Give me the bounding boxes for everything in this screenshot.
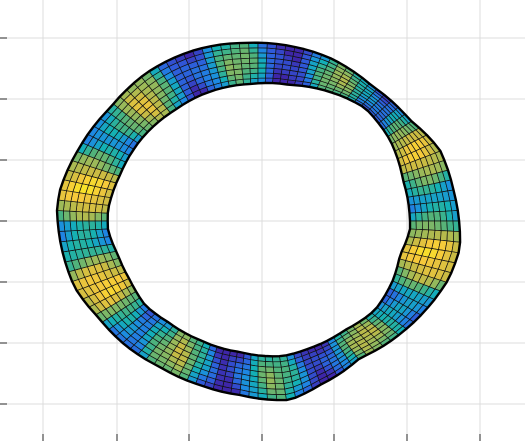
surface-cell [249,57,259,64]
ring-surface [56,42,461,401]
surface-cell [446,230,455,242]
surface-cell [266,382,277,390]
surface-cell [446,220,455,232]
surface-cell [257,67,267,74]
surface-cell [76,220,84,231]
surface-cell [440,230,448,242]
surface-cell [257,57,267,64]
surface-cell [249,62,259,69]
surface-cell [248,52,259,59]
surface-cell [82,211,90,222]
surface-cell [265,361,274,368]
surface-cell [274,377,285,385]
surface-cell [257,47,268,54]
surface-cell [265,371,275,379]
surface-cell [273,372,284,379]
surface-cell [440,220,448,232]
surface-cell [241,63,251,70]
surface-cell [82,220,90,231]
surface-cell [241,68,251,75]
surface-cell [266,388,277,395]
surface-cell [231,53,242,60]
surface-cell [240,57,251,65]
surface-cell [75,211,83,222]
surface-cell [421,220,430,231]
outer-edge [55,41,462,402]
surface-cell [69,210,77,222]
surface-cell [275,388,286,395]
surface-cell [94,220,103,230]
ring-outline [55,41,462,402]
surface-cell [415,212,423,222]
surface-cell [257,72,267,79]
surface-cell [265,72,274,79]
inner-edge [106,81,412,358]
surface-cell [265,62,275,69]
surface-cell [433,229,442,241]
surface-cell [415,220,423,230]
surface-cell [88,220,96,231]
surface-cell [265,67,275,74]
surface-cell [63,210,71,222]
surface-cell [272,361,282,368]
surface-cell [249,72,259,80]
surface-cell [257,52,268,59]
surface-cell [434,220,442,231]
surface-cell [94,212,102,222]
surface-cell [239,47,250,54]
surface-cell [257,62,267,69]
surface-cell [230,47,241,55]
surface-cell [265,366,275,374]
surface-cell [274,383,285,390]
surface-cell [265,377,276,385]
surface-cell [240,52,250,59]
axis-ticks [0,37,481,441]
surface-cell [88,211,96,222]
surface-cell [428,220,436,231]
surface-cell [273,366,283,374]
surface-cell [242,73,251,80]
surface-cell [232,58,242,65]
surface-cell [248,47,259,54]
surface-cell [249,67,259,74]
